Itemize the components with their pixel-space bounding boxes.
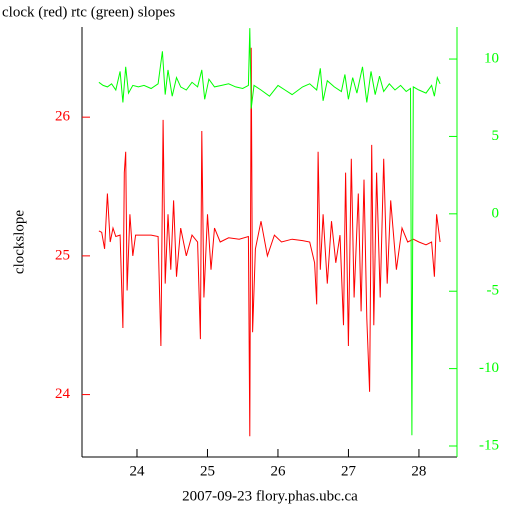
series-line	[98, 47, 441, 437]
x-tick-label: 28	[411, 463, 426, 479]
x-tick-label: 27	[341, 463, 357, 479]
chart-title: clock (red) rtc (green) slopes	[2, 4, 175, 20]
x-tick-label: 24	[129, 463, 145, 479]
y2-tick-label: -10	[479, 360, 499, 376]
x-tick-label: 26	[270, 463, 286, 479]
series-line	[98, 28, 441, 436]
x-tick-label: 25	[200, 463, 215, 479]
x-axis-label: 2007-09-23 flory.phas.ubc.ca	[182, 488, 358, 504]
y-tick-label: 24	[55, 386, 71, 402]
y2-tick-label: -15	[479, 437, 499, 453]
y-axis-label: clockslope	[11, 210, 27, 274]
y2-tick-label: 5	[492, 128, 500, 144]
y-tick-label: 26	[55, 109, 71, 125]
y2-tick-label: -5	[487, 283, 500, 299]
y-tick-label: 25	[55, 247, 70, 263]
y2-tick-label: 10	[484, 50, 499, 66]
y2-tick-label: 0	[492, 205, 500, 221]
